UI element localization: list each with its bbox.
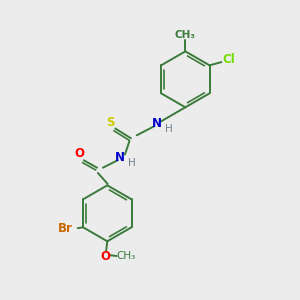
- Text: H: H: [165, 124, 172, 134]
- Text: Br: Br: [57, 222, 72, 235]
- Text: O: O: [101, 250, 111, 262]
- Text: N: N: [152, 117, 162, 130]
- Text: N: N: [115, 151, 125, 164]
- Text: Cl: Cl: [222, 53, 235, 66]
- Text: CH₃: CH₃: [116, 251, 135, 261]
- Text: O: O: [74, 147, 84, 160]
- Text: H: H: [128, 158, 135, 168]
- Text: CH₃: CH₃: [175, 30, 196, 40]
- Text: S: S: [106, 116, 115, 128]
